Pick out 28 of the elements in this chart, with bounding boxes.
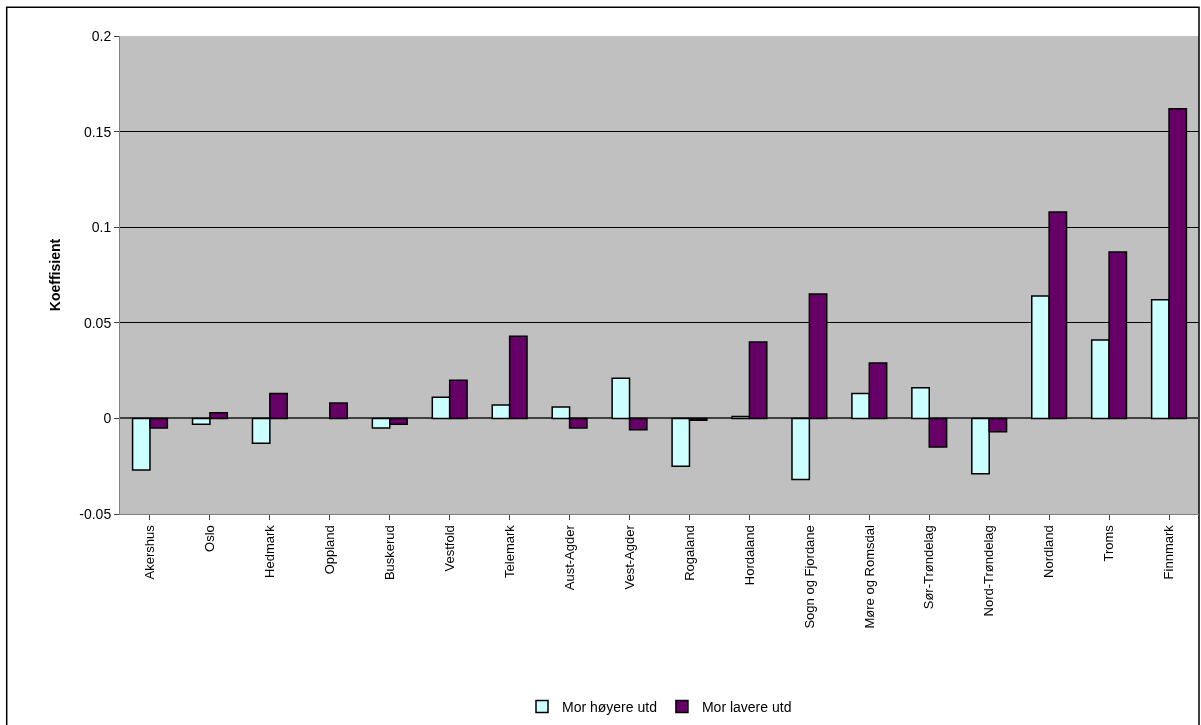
y-tick-label: -0.05: [79, 505, 112, 522]
x-tick-label: Finnmark: [1161, 524, 1177, 580]
x-tick-label: Nordland: [1041, 525, 1057, 578]
x-tick-label: Sør-Trøndelag: [921, 525, 937, 610]
x-tick-label: Rogaland: [681, 525, 697, 581]
x-tick-label: Hordaland: [741, 525, 757, 586]
x-tick-label: Oppland: [322, 525, 338, 575]
x-tick-label: Akershus: [142, 524, 158, 580]
legend-label: Mor lavere utd: [701, 698, 792, 715]
y-tick-label: 0.15: [83, 123, 112, 140]
legend-label: Mor høyere utd: [562, 698, 657, 715]
y-tick-label: 0.2: [91, 27, 112, 44]
x-tick-label: Møre og Romsdal: [861, 525, 877, 629]
x-tick-label: Vestfold: [441, 525, 457, 572]
x-tick-label: Buskerud: [381, 525, 397, 581]
x-tick-label: Nord-Trøndelag: [981, 525, 997, 617]
bar: [329, 402, 348, 420]
y-tick-label: 0.1: [91, 219, 112, 236]
y-tick-label: 0: [103, 410, 112, 427]
x-tick-label: Troms: [1101, 524, 1117, 562]
y-axis-title: Koeffisient: [46, 238, 63, 312]
x-tick-label: Vest-Agder: [621, 524, 637, 590]
x-tick-label: Sogn og Fjordane: [801, 525, 817, 629]
x-tick-label: Oslo: [202, 525, 218, 552]
x-tick-label: Telemark: [501, 524, 517, 578]
x-tick-label: Hedmark: [262, 524, 278, 578]
y-tick-label: 0.05: [83, 314, 112, 331]
x-tick-label: Aust-Agder: [561, 524, 577, 591]
